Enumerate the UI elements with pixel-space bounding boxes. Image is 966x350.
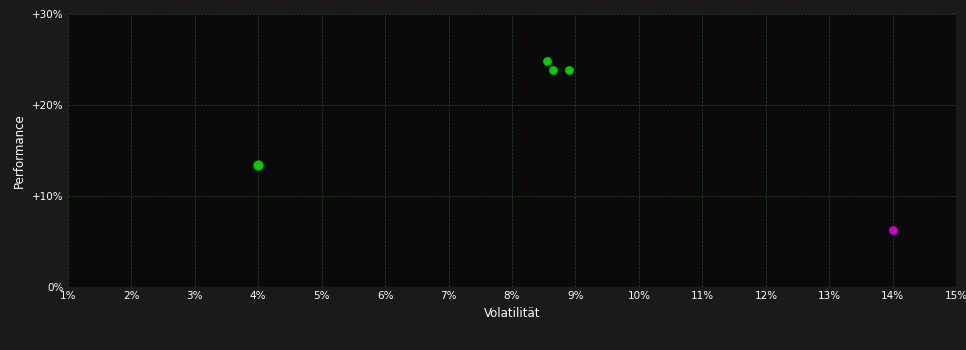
Point (546, 68, 561, 73)
Point (250, 162, 266, 168)
Point (539, 58, 554, 64)
Point (885, 227, 900, 232)
Point (561, 67, 577, 72)
X-axis label: Volatilität: Volatilität (484, 307, 540, 320)
Y-axis label: Performance: Performance (14, 113, 26, 188)
